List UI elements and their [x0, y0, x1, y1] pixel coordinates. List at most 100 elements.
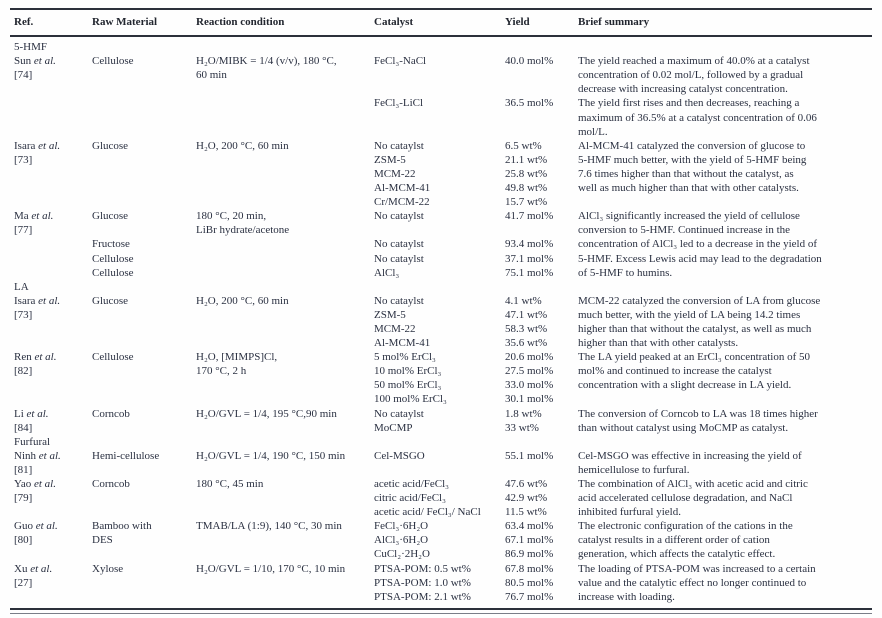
yield-value [505, 223, 578, 237]
ref-spacer [14, 167, 92, 181]
cell-ref: Ren et al. [82] [14, 350, 92, 406]
reaction-condition-value [196, 96, 374, 110]
catalyst-value: FeCl₃·6H₂O [374, 520, 429, 533]
table-row-group: Guo et al. [80] Bamboo with DES TMAB/LA (1:9… [10, 519, 872, 561]
catalyst-value: acetic acid/FeCl₃ [374, 478, 449, 490]
cell-raw: Hemi-cellulose [92, 449, 196, 477]
raw-material-value [92, 491, 196, 505]
raw-material-value [92, 68, 196, 82]
yield-value: 33.0 mol% [505, 379, 554, 392]
brief-summary-line: inhibited furfural yield. [578, 506, 681, 519]
ref-author: Guo et al. [14, 519, 92, 533]
yield-value: 11.5 wt% [505, 506, 547, 519]
ref-etal: et al. [33, 478, 56, 490]
cell-sum: The LA yield peaked at an ErCl₃ concentr… [578, 350, 872, 406]
cell-ref: Guo et al. [80] [14, 519, 92, 561]
cell-yld: 41.7 mol% 93.4 mol% 37.1 mol% 75.1 mol% [505, 209, 578, 279]
catalyst-value: No cataylst [374, 252, 424, 265]
yield-value: 86.9 mol% [505, 548, 554, 561]
catalyst-value: AlCl₃ [374, 266, 400, 279]
brief-summary-line: higher than that with other catalysts. [578, 337, 739, 350]
cell-cat: FeCl₃-NaCl FeCl₃-LiCl [374, 54, 505, 139]
brief-summary-line: well as much higher than that with other… [578, 182, 799, 195]
yield-value: 35.6 wt% [505, 337, 548, 350]
ref-citation-number: [79] [14, 492, 33, 505]
section-label: LA [14, 280, 29, 293]
column-header-catalyst: Catalyst [374, 16, 414, 28]
table-bottom-rule [10, 612, 872, 614]
brief-summary-line: concentration with a slight decrease in … [578, 379, 792, 392]
raw-material-value [92, 195, 196, 209]
yield-value: 47.1 wt% [505, 308, 548, 321]
yield-value: 4.1 wt% [505, 294, 542, 307]
yield-value [505, 68, 578, 82]
catalyst-value: No cataylst [374, 238, 424, 251]
ref-author: Yao et al. [14, 477, 92, 491]
reaction-condition-value [196, 167, 374, 181]
yield-value [505, 463, 578, 477]
cell-ref: Isara et al. [73] [14, 139, 92, 209]
yield-value: 27.5 mol% [505, 365, 554, 378]
yield-value: 42.9 wt% [505, 492, 548, 505]
reaction-condition-value [196, 111, 374, 125]
cell-cond: 180 °C, 20 min, LiBr hydrate/acetone [196, 209, 374, 279]
raw-material-value: Fructose [92, 238, 130, 251]
catalyst-value: FeCl₃-NaCl [374, 55, 427, 68]
raw-material-value: Cellulose [92, 351, 134, 364]
catalyst-value: Al-MCM-41 [374, 182, 431, 195]
brief-summary-line: increase with loading. [578, 590, 675, 603]
ref-spacer [14, 111, 92, 125]
yield-value [505, 111, 578, 125]
raw-material-value: Cellulose [92, 252, 134, 265]
reaction-condition-value [196, 491, 374, 505]
brief-summary-line [578, 392, 872, 406]
catalyst-value: FeCl₃-LiCl [374, 97, 424, 110]
ref-spacer [14, 181, 92, 195]
brief-summary-line: maximum of 36.5% at a catalyst concentra… [578, 111, 817, 124]
ref-author: Sun et al. [14, 54, 92, 68]
raw-material-value: Cellulose [92, 55, 134, 68]
ref-author: Isara et al. [14, 139, 92, 153]
ref-author: Xu et al. [14, 562, 92, 576]
catalyst-value: 10 mol% ErCl₃ [374, 365, 442, 378]
cell-cond: TMAB/LA (1:9), 140 °C, 30 min [196, 519, 374, 561]
brief-summary-line: The yield first rises and then decreases… [578, 97, 800, 110]
ref-spacer [14, 590, 92, 604]
raw-material-value [92, 125, 196, 139]
catalyst-value: Cel-MSGO [374, 449, 425, 462]
reaction-condition-value: H₂O, [MIMPS]Cl, [196, 351, 278, 364]
yield-value: 21.1 wt% [505, 153, 548, 166]
table-row-group: Yao et al. [79] Corncob 180 °C, 45 min aceti… [10, 477, 872, 519]
catalyst-value: Cr/MCM-22 [374, 196, 430, 209]
cell-cond: H₂O, [MIMPS]Cl, 170 °C, 2 h [196, 350, 374, 406]
ref-etal: et al. [38, 294, 61, 307]
reaction-condition-value: TMAB/LA (1:9), 140 °C, 30 min [196, 520, 342, 533]
ref-author: Isara et al. [14, 294, 92, 308]
reaction-condition-value: LiBr hydrate/acetone [196, 224, 290, 237]
reaction-condition-value [196, 336, 374, 350]
raw-material-value [92, 576, 196, 590]
raw-material-value: Hemi-cellulose [92, 449, 160, 462]
ref-author: Ma et al. [14, 209, 92, 223]
catalyst-value [374, 68, 505, 82]
column-header-brief-summary: Brief summary [578, 16, 650, 28]
cell-yld: 4.1 wt% 47.1 wt% 58.3 wt% 35.6 wt% [505, 294, 578, 350]
cell-cat: FeCl₃·6H₂O AlCl₃·6H₂O CuCl₂·2H₂O [374, 519, 505, 561]
reaction-condition-value: H₂O/GVL = 1/4, 190 °C, 150 min [196, 449, 346, 462]
yield-value: 25.8 wt% [505, 167, 548, 180]
ref-etal: et al. [38, 449, 61, 462]
cell-raw: Glucose [92, 139, 196, 209]
catalyst-value [374, 463, 505, 477]
yield-value: 55.1 mol% [505, 449, 554, 462]
brief-summary-line: The combination of AlCl₃ with acetic aci… [578, 478, 808, 490]
brief-summary-line: higher than that without the catalyst, a… [578, 322, 812, 335]
ref-citation-number: [73] [14, 308, 33, 321]
cell-cat: PTSA-POM: 0.5 wt% PTSA-POM: 1.0 wt% PTSA-P… [374, 562, 505, 604]
ref-citation-number: [84] [14, 421, 33, 434]
cell-raw: Cellulose [92, 350, 196, 406]
yield-value: 15.7 wt% [505, 196, 548, 209]
brief-summary-line: acid accelerated cellulose degradation, … [578, 492, 793, 505]
ref-spacer [14, 82, 92, 96]
raw-material-value: Glucose [92, 294, 129, 307]
ref-etal: et al. [34, 351, 57, 364]
